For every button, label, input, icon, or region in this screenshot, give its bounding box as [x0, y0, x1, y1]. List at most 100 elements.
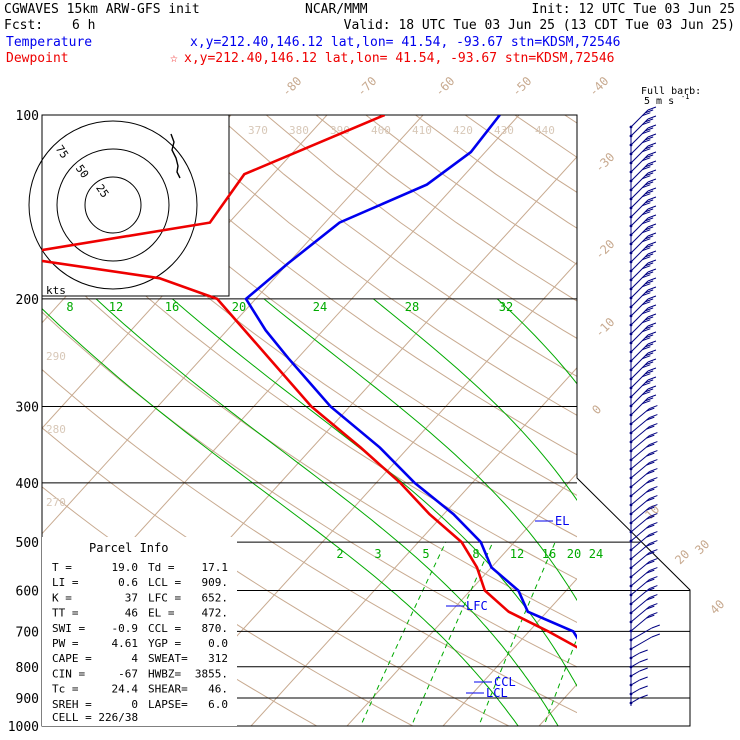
wind-barb-feather — [642, 166, 651, 171]
wind-barb-feather — [639, 685, 648, 690]
wind-barb-feather — [644, 316, 654, 321]
wind-barb-icon — [629, 685, 648, 696]
wind-barb-feather — [642, 265, 651, 270]
wind-barb-shaft — [630, 352, 649, 371]
wind-barb-feather — [642, 382, 651, 387]
dry-adiabat — [614, 115, 740, 739]
isotherm-label: 40 — [707, 597, 727, 617]
wind-barb-feather — [642, 364, 651, 369]
dewpoint-location: x,y=212.40,146.12 lat,lon= 41.54, -93.67… — [184, 51, 614, 66]
parcel-row-label: TT = — [52, 607, 79, 620]
wind-barb-feather — [644, 307, 654, 312]
wind-barb-feather — [646, 596, 655, 601]
parcel-row-value: 19.0 — [112, 561, 139, 574]
wind-barb-feather — [649, 531, 658, 536]
wind-barb-feather — [646, 506, 655, 511]
wind-barb-feather — [651, 633, 660, 638]
wind-barb-icon — [629, 196, 657, 219]
wind-barb-feather — [649, 585, 658, 590]
barb-legend-title: Full barb: — [641, 86, 701, 97]
wind-barb-feather — [644, 235, 654, 240]
wind-barb-feather — [644, 145, 654, 150]
wind-barb-icon — [629, 322, 657, 345]
wind-barb-icon — [629, 513, 658, 534]
wind-barb-feather — [646, 443, 655, 448]
wind-barb-feather — [642, 355, 651, 360]
wind-barb-feather — [647, 331, 657, 336]
wind-barb-icon — [629, 477, 658, 498]
barb-legend-exponent: -1 — [681, 93, 689, 101]
wind-barb-feather — [649, 504, 658, 509]
wind-barb-feather — [642, 202, 651, 207]
mixing-ratio-label: 16 — [542, 547, 556, 561]
dewpoint-legend: Dewpoint — [6, 51, 69, 66]
isotherm-label: -10 — [592, 315, 617, 340]
parcel-row-value: 0 — [131, 698, 138, 711]
mixing-ratio-label: 28 — [405, 300, 419, 314]
parcel-row-label: SWEAT= — [148, 652, 188, 665]
wind-barb-shaft — [630, 325, 649, 344]
wind-barb-feather — [644, 244, 654, 249]
wind-barb-feather — [649, 567, 658, 572]
wind-barb-feather — [647, 187, 657, 192]
moist-adiabat — [619, 299, 740, 739]
wind-barb-icon — [629, 633, 660, 651]
model-title: CGWAVES 15km ARW-GFS init — [4, 2, 200, 17]
parcel-row-value: 909. — [202, 576, 229, 589]
wind-barb-shaft — [630, 343, 649, 362]
wind-barb-feather — [646, 569, 655, 574]
wind-barb-feather — [647, 205, 657, 210]
parcel-row-label: LCL = — [148, 576, 181, 589]
wind-barb-shaft — [630, 397, 649, 416]
wind-barb-icon — [629, 405, 658, 426]
wind-barb-shaft — [630, 388, 649, 407]
wind-barb-icon — [629, 414, 658, 435]
dewpoint-star-icon: ☆ — [170, 51, 178, 66]
el-label: EL — [555, 514, 569, 528]
wind-barb-shaft — [630, 298, 649, 317]
pressure-label: 300 — [16, 401, 39, 416]
isotherm-line — [538, 683, 577, 726]
theta-label: 370 — [248, 124, 268, 137]
wind-barb-feather — [642, 157, 651, 162]
wind-barb-feather — [644, 271, 654, 276]
wind-barb-feather — [644, 154, 654, 159]
wind-barb-feather — [646, 416, 655, 421]
init-time: Init: 12 UTC Tue 03 Jun 25 — [532, 2, 736, 17]
dry-adiabat — [116, 115, 577, 456]
wind-barb-feather — [642, 130, 651, 135]
wind-barb-feather — [649, 423, 658, 428]
wind-barb-feather — [647, 277, 657, 282]
wind-barb-feather — [647, 250, 657, 255]
wind-barb-feather — [642, 193, 651, 198]
dry-adiabat — [714, 115, 740, 739]
parcel-row-label: SHEAR= — [148, 683, 188, 696]
wind-barb-feather — [646, 533, 655, 538]
parcel-row-value: 4.61 — [112, 637, 139, 650]
wind-barb-feather — [647, 178, 657, 183]
wind-barb-feather — [649, 540, 658, 545]
wind-barb-icon — [629, 340, 657, 363]
wind-barb-icon — [629, 694, 648, 705]
organization: NCAR/MMM — [305, 2, 368, 17]
wind-barb-icon — [629, 115, 657, 138]
wind-barb-icon — [629, 649, 648, 660]
isotherm-line — [719, 115, 740, 739]
wind-barb-feather — [646, 461, 655, 466]
lfc-label: LFC — [466, 599, 488, 613]
wind-barb-feather — [647, 286, 657, 291]
theta-label: 390 — [330, 124, 350, 137]
wind-barb-shaft — [630, 688, 640, 695]
pressure-label: 900 — [16, 692, 39, 707]
wind-barb-shaft — [630, 661, 640, 668]
wind-barb-feather — [646, 488, 655, 493]
isotherm-line — [250, 367, 577, 726]
parcel-row-value: 46 — [125, 607, 138, 620]
parcel-row-value: 870. — [202, 622, 229, 635]
wind-barb-icon — [629, 169, 657, 192]
wind-barb-feather — [644, 361, 654, 366]
hodograph-units-label: kts — [46, 284, 66, 297]
wind-barb-feather — [649, 432, 658, 437]
wind-barb-feather — [647, 133, 657, 138]
wind-barb-shaft — [630, 334, 649, 353]
